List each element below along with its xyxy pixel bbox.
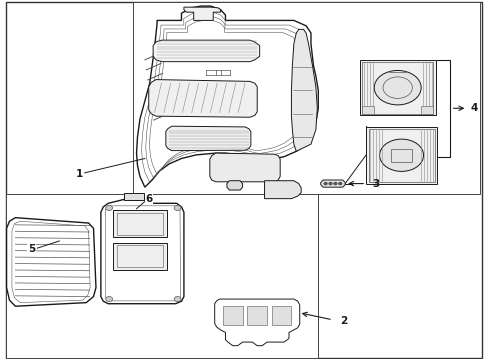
Polygon shape bbox=[265, 181, 301, 199]
Circle shape bbox=[174, 206, 181, 211]
Bar bbox=[124, 193, 144, 200]
Bar bbox=[421, 107, 433, 114]
Bar bbox=[223, 306, 243, 325]
Circle shape bbox=[106, 206, 113, 211]
Text: 1: 1 bbox=[76, 168, 83, 179]
Bar bbox=[5, 194, 318, 357]
Polygon shape bbox=[210, 153, 280, 182]
Bar bbox=[272, 306, 292, 325]
Bar bbox=[362, 107, 374, 114]
Polygon shape bbox=[166, 126, 251, 150]
Bar bbox=[247, 306, 267, 325]
Bar bbox=[391, 149, 413, 162]
Polygon shape bbox=[227, 181, 243, 190]
Bar bbox=[117, 213, 163, 235]
Polygon shape bbox=[137, 6, 318, 187]
Circle shape bbox=[339, 183, 342, 185]
Polygon shape bbox=[6, 218, 96, 306]
Polygon shape bbox=[184, 7, 220, 21]
Polygon shape bbox=[321, 180, 345, 187]
Circle shape bbox=[106, 297, 113, 302]
Bar bbox=[113, 243, 167, 270]
Circle shape bbox=[174, 297, 181, 302]
Text: 5: 5 bbox=[28, 244, 35, 254]
Text: 3: 3 bbox=[372, 179, 379, 189]
Polygon shape bbox=[215, 299, 300, 346]
Polygon shape bbox=[101, 199, 184, 304]
Text: 6: 6 bbox=[145, 194, 152, 204]
Bar bbox=[360, 60, 436, 116]
Bar bbox=[368, 129, 435, 182]
Circle shape bbox=[324, 183, 327, 185]
Bar bbox=[366, 127, 437, 184]
Circle shape bbox=[334, 183, 337, 185]
Text: 4: 4 bbox=[471, 103, 478, 113]
Bar bbox=[133, 3, 480, 194]
Text: 2: 2 bbox=[340, 316, 347, 325]
Polygon shape bbox=[149, 80, 257, 117]
Bar bbox=[117, 245, 163, 267]
Circle shape bbox=[329, 183, 332, 185]
Polygon shape bbox=[292, 30, 318, 151]
Polygon shape bbox=[153, 40, 260, 62]
Circle shape bbox=[374, 71, 421, 105]
Bar bbox=[113, 211, 167, 237]
Bar bbox=[362, 62, 433, 114]
Circle shape bbox=[380, 139, 423, 171]
